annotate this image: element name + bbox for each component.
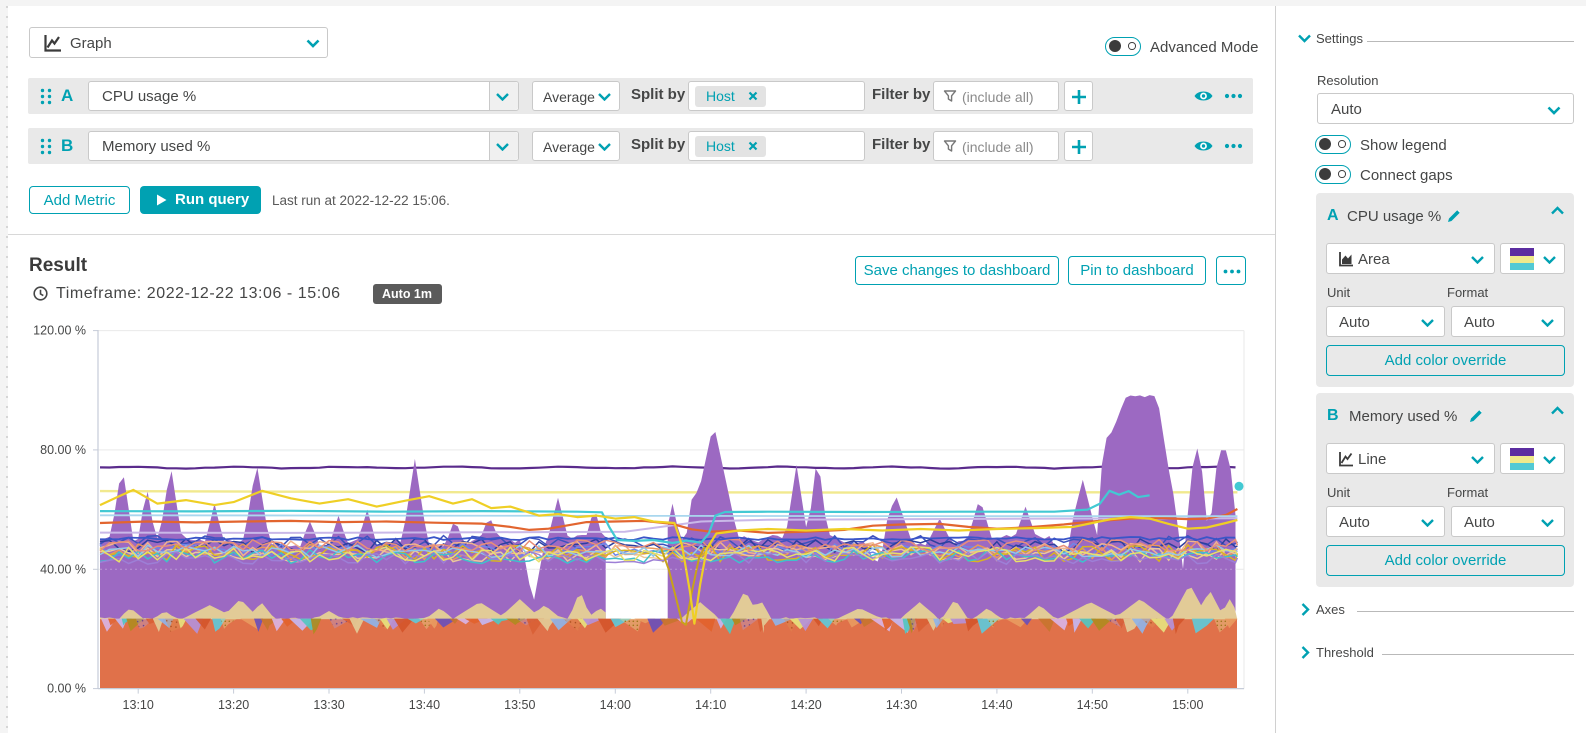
svg-text:14:50: 14:50: [1077, 698, 1108, 712]
svg-text:14:20: 14:20: [790, 698, 821, 712]
svg-text:13:40: 13:40: [409, 698, 440, 712]
svg-text:13:50: 13:50: [504, 698, 535, 712]
svg-text:80.00 %: 80.00 %: [40, 443, 86, 457]
svg-text:14:10: 14:10: [695, 698, 726, 712]
svg-text:13:30: 13:30: [313, 698, 344, 712]
svg-text:40.00 %: 40.00 %: [40, 562, 86, 576]
svg-text:120.00 %: 120.00 %: [33, 324, 86, 338]
svg-text:14:40: 14:40: [981, 698, 1012, 712]
svg-text:14:00: 14:00: [600, 698, 631, 712]
svg-text:13:10: 13:10: [123, 698, 154, 712]
svg-text:13:20: 13:20: [218, 698, 249, 712]
svg-text:14:30: 14:30: [886, 698, 917, 712]
svg-text:15:00: 15:00: [1172, 698, 1203, 712]
svg-text:0.00 %: 0.00 %: [47, 682, 86, 696]
